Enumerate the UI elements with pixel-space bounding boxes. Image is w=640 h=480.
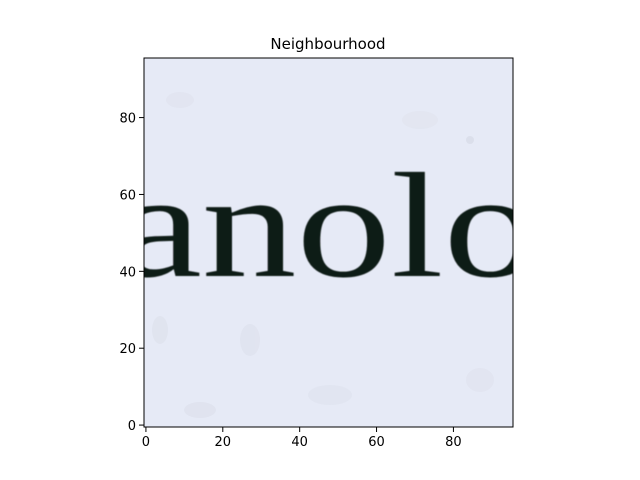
y-tick-label: 40 — [119, 265, 136, 280]
figure-title: Neighbourhood — [270, 35, 385, 53]
x-tick-label: 40 — [291, 435, 308, 450]
y-axis: 0 20 40 60 80 — [119, 112, 144, 434]
x-tick-label: 0 — [142, 435, 150, 450]
paper-background — [144, 58, 513, 427]
image-panel: anolo — [118, 58, 538, 427]
y-tick-label: 80 — [119, 112, 136, 127]
x-axis: 0 20 40 60 80 — [142, 427, 462, 450]
axes-frame — [143, 57, 514, 428]
y-tick-label: 20 — [119, 342, 136, 357]
paper-texture — [152, 92, 494, 418]
x-tick-label: 20 — [215, 435, 232, 450]
y-tick-label: 0 — [128, 419, 136, 434]
x-tick-label: 80 — [445, 435, 462, 450]
y-tick-label: 60 — [119, 188, 136, 203]
image-text: anolo — [118, 143, 538, 309]
x-tick-label: 60 — [368, 435, 385, 450]
